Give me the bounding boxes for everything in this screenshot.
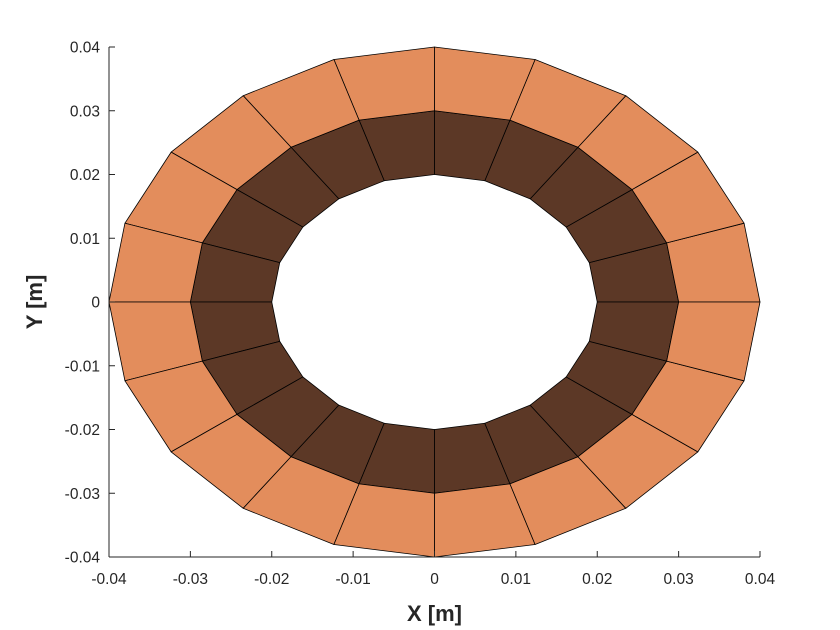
y-tick-label: -0.03: [65, 486, 100, 503]
y-tick-label: 0.04: [70, 40, 101, 57]
y-ticks: -0.04 -0.03 -0.02 -0.01 0 0.01 0.02 0.03 0.04: [65, 40, 115, 567]
x-tick-label: -0.03: [173, 571, 208, 588]
x-tick-label: 0.02: [582, 571, 612, 588]
x-ticks: -0.04 -0.03 -0.02 -0.01 0 0.01 0.02 0.03 0.04: [91, 551, 775, 588]
y-tick-label: -0.04: [65, 550, 101, 567]
x-tick-label: -0.01: [335, 571, 370, 588]
x-tick-label: 0.04: [745, 571, 776, 588]
x-tick-label: -0.04: [91, 571, 127, 588]
y-tick-label: 0: [91, 295, 100, 312]
y-tick-label: 0.02: [70, 167, 100, 184]
x-tick-label: 0.03: [664, 571, 694, 588]
y-tick-label: 0.01: [70, 231, 100, 248]
y-tick-label: -0.02: [65, 422, 100, 439]
x-tick-label: -0.02: [254, 571, 289, 588]
x-tick-label: 0: [430, 571, 439, 588]
x-axis-label: X [m]: [407, 601, 462, 626]
mesh-cells: [108, 46, 761, 558]
y-tick-label: -0.01: [65, 358, 100, 375]
mesh-cell-outer-19: [666, 301, 761, 382]
y-tick-label: 0.03: [70, 103, 100, 120]
y-axis-label: Y [m]: [22, 275, 47, 330]
x-tick-label: 0.01: [501, 571, 531, 588]
